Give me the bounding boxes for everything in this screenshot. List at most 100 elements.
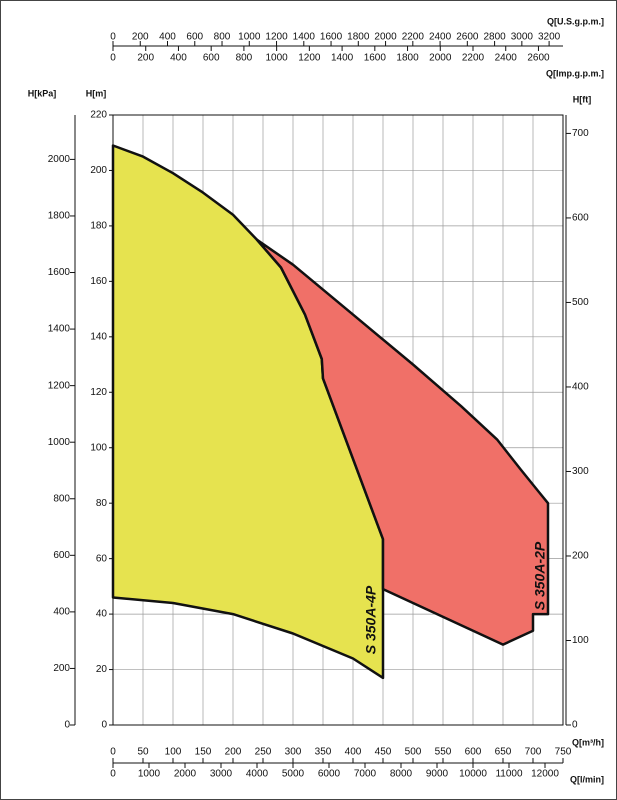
tick-label: 300 [572, 466, 589, 477]
tick-label: 1200 [48, 380, 71, 391]
x-tick-label: 550 [435, 747, 452, 758]
x-tick-label: 250 [255, 747, 272, 758]
tick-label: 600 [53, 550, 70, 561]
y-tick-label: 180 [90, 221, 107, 232]
tick-label: 2000 [48, 154, 71, 165]
tick-label: 1600 [364, 53, 387, 64]
tick-label: 0 [64, 720, 70, 731]
x-tick-label: 150 [195, 747, 212, 758]
x-axis-title: Q[m³/h] [572, 737, 604, 747]
x-tick-label: 750 [555, 747, 572, 758]
tick-label: 1200 [265, 32, 288, 43]
tick-label: 1400 [48, 324, 71, 335]
axis-title: H[kPa] [28, 88, 57, 98]
tick-label: 8000 [390, 769, 413, 780]
area-region [255, 238, 550, 646]
tick-label: 3000 [511, 32, 534, 43]
axis-title: Q[Imp.g.p.m.] [546, 68, 604, 78]
tick-label: 9000 [426, 769, 449, 780]
x-tick-label: 350 [315, 747, 332, 758]
tick-label: 1800 [396, 53, 419, 64]
tick-label: 7000 [354, 769, 377, 780]
y-tick-label: 80 [96, 498, 108, 509]
tick-label: 800 [53, 493, 70, 504]
tick-label: 1000 [48, 437, 71, 448]
x-tick-label: 50 [137, 747, 149, 758]
tick-label: 0 [110, 769, 116, 780]
y-tick-label: 200 [90, 165, 107, 176]
x-tick-label: 450 [375, 747, 392, 758]
y-tick-label: 120 [90, 387, 107, 398]
tick-label: 800 [236, 53, 253, 64]
x-tick-label: 300 [285, 747, 302, 758]
series-label: S 350A-4P [363, 585, 379, 654]
x-tick-label: 600 [465, 747, 482, 758]
tick-label: 1800 [48, 211, 71, 222]
axis-title: Q[U.S.g.p.m.] [547, 16, 604, 26]
tick-label: 200 [53, 663, 70, 674]
tick-label: 200 [137, 53, 154, 64]
tick-label: 400 [53, 607, 70, 618]
tick-label: 200 [572, 551, 589, 562]
tick-label: 1400 [331, 53, 354, 64]
x-tick-label: 650 [495, 747, 512, 758]
tick-label: 400 [159, 32, 176, 43]
tick-label: 600 [203, 53, 220, 64]
tick-label: 0 [110, 53, 116, 64]
series-label: S 350A-2P [532, 541, 548, 610]
x-tick-label: 400 [345, 747, 362, 758]
tick-label: 0 [572, 720, 578, 731]
tick-label: 2200 [462, 53, 485, 64]
y-tick-label: 140 [90, 331, 107, 342]
x-tick-label: 700 [525, 747, 542, 758]
y-tick-label: 220 [90, 110, 107, 121]
y-tick-label: 100 [90, 442, 107, 453]
y-tick-label: 20 [96, 664, 108, 675]
y-tick-label: 60 [96, 553, 108, 564]
tick-label: 6000 [318, 769, 341, 780]
x-tick-label: 0 [110, 747, 116, 758]
x-tick-label: 500 [405, 747, 422, 758]
tick-label: 2400 [495, 53, 518, 64]
y-axis-title: H[m] [86, 88, 107, 98]
tick-label: 600 [572, 213, 589, 224]
tick-label: 800 [214, 32, 231, 43]
tick-label: 3000 [210, 769, 233, 780]
x-tick-label: 200 [225, 747, 242, 758]
tick-label: 400 [170, 53, 187, 64]
tick-label: 1000 [138, 769, 161, 780]
tick-label: 700 [572, 128, 589, 139]
tick-label: 12000 [531, 769, 559, 780]
axis-title: H[ft] [573, 94, 592, 104]
tick-label: 2200 [402, 32, 425, 43]
y-tick-label: 160 [90, 276, 107, 287]
tick-label: 2000 [174, 769, 197, 780]
tick-label: 2000 [374, 32, 397, 43]
tick-label: 1600 [48, 267, 71, 278]
plot-frame [112, 114, 564, 726]
tick-label: 5000 [282, 769, 305, 780]
tick-label: 3200 [538, 32, 561, 43]
tick-label: 2000 [429, 53, 452, 64]
tick-label: 2800 [483, 32, 506, 43]
y-tick-label: 0 [101, 720, 107, 731]
tick-label: 200 [132, 32, 149, 43]
tick-label: 10000 [459, 769, 487, 780]
tick-label: 1000 [238, 32, 261, 43]
tick-label: 1400 [293, 32, 316, 43]
tick-label: 1600 [320, 32, 343, 43]
tick-label: 1200 [298, 53, 321, 64]
axis-title: Q[l/min] [570, 774, 604, 784]
tick-label: 400 [572, 382, 589, 393]
tick-label: 2400 [429, 32, 452, 43]
x-tick-label: 100 [165, 747, 182, 758]
tick-label: 100 [572, 635, 589, 646]
tick-label: 4000 [246, 769, 269, 780]
tick-label: 11000 [495, 769, 523, 780]
tick-label: 2600 [456, 32, 479, 43]
tick-label: 1800 [347, 32, 370, 43]
tick-label: 2600 [527, 53, 550, 64]
tick-label: 600 [186, 32, 203, 43]
tick-label: 500 [572, 297, 589, 308]
